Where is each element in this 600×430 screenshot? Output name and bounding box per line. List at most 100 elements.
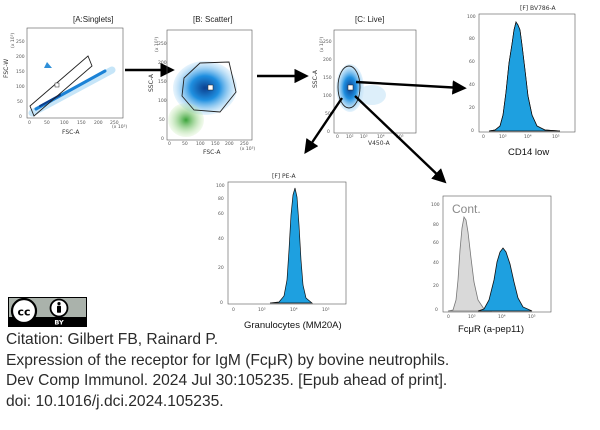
y-tick: 200 [16,54,25,60]
x-tick: 150 [211,141,220,147]
by-label: BY [54,319,64,327]
histogram-cd14 [488,21,561,132]
panel-pe-title: [F] PE-A [272,173,296,180]
y-tick: 0 [471,128,474,134]
axis-label-x: Granulocytes (MM20A) [244,320,342,331]
axis-label-x: FSC-A [62,129,80,136]
x-tick: 0 [168,141,171,147]
panel-singlets-title: [A:Singlets] [73,15,113,24]
gate-handle [54,82,60,88]
axis-unit-y: (x 10³) [319,37,325,52]
y-tick: 40 [433,260,439,266]
y-tick: 0 [19,114,22,120]
x-tick-labels: 0 10³ 10⁴ 10⁵ [482,134,560,140]
histogram-control [447,215,493,312]
x-tick-labels: 0 50 100 150 200 250 [168,141,249,147]
axis-label-x: V450-A [368,140,391,147]
gate-arrow [304,97,343,154]
y-tick: 20 [469,105,475,111]
x-tick: 10³ [499,134,507,140]
y-tick: 80 [218,196,224,202]
citation-authors: Citation: Gilbert FB, Rainard P. [6,331,219,348]
panel-pe: [F] PE-A Granulocytes (MM20A) 0 20 40 60… [216,173,347,331]
y-tick: 150 [16,69,25,75]
y-tick: 60 [433,240,439,246]
y-tick-labels: 0 50 100 150 200 250 [158,41,167,142]
x-tick: 200 [225,141,234,147]
axis-unit-x: (x 10³) [240,146,255,152]
plot-frame [26,27,124,119]
y-tick: 80 [469,36,475,42]
y-tick: 100 [216,183,225,189]
y-tick: 150 [323,75,332,81]
control-annotation: Cont. [452,202,481,216]
y-tick: 0 [327,129,330,135]
x-tick: 200 [94,120,103,126]
plot-frame [333,29,417,134]
y-tick: 250 [158,41,167,47]
citation-block: Citation: Gilbert FB, Rainard P. Express… [6,330,596,412]
event-cluster [44,62,52,68]
x-tick: 0 [482,134,485,140]
x-tick: 50 [182,141,188,147]
panel-bv786: [F] BV786-A CD14 low 0 20 40 60 80 100 0… [467,5,576,158]
y-tick-labels: 0 50 100 150 200 250 [16,39,25,120]
y-tick: 60 [218,211,224,217]
y-tick: 200 [158,60,167,66]
plot-frame [166,29,253,141]
y-tick: 100 [158,98,167,104]
y-tick: 50 [325,111,331,117]
x-tick-labels: 0 10³ 10⁴ 10⁵ [232,307,330,313]
y-tick: 20 [218,265,224,271]
y-tick: 100 [467,14,476,20]
y-tick: 40 [218,236,224,242]
y-tick: 0 [161,136,164,142]
plot-frame [442,195,552,313]
panel-singlets: [A:Singlets] FSC-W FSC-A (x 10³) (x 10³)… [3,15,127,136]
x-tick: 10³ [360,134,368,140]
scatter-gate [181,61,237,113]
panel-live: [C: Live] SSC-A V450-A (x 10³) 0 10² 10³… [312,15,417,147]
axis-unit-y: (x 10³) [154,37,160,52]
plot-frame [478,13,576,133]
citation-doi: doi: 10.1016/j.dci.2024.105235. [6,392,224,410]
event-density [173,61,237,115]
x-tick: 0 [336,134,339,140]
axis-label-x: FcμR (a-pep11) [458,324,524,335]
y-tick: 60 [469,59,475,65]
panel-fcmr: Cont. FcμR (a-pep11) 0 20 40 60 80 100 0… [431,195,552,335]
panel-bv786-title: [F] BV786-A [520,5,557,12]
y-tick: 0 [435,307,438,313]
x-tick: 10² [346,134,354,140]
x-tick: 0 [232,307,235,313]
panel-scatter: [B: Scatter] SSC-A FSC-A (x 10³) (x 10³)… [148,15,255,156]
y-tick: 40 [469,82,475,88]
y-tick: 20 [433,283,439,289]
x-tick: 10⁴ [290,307,298,313]
citation-journal: Dev Comp Immunol. 2024 Jul 30:105235. [E… [6,372,448,390]
x-tick-labels: 0 10³ 10⁴ 10⁵ [447,314,536,320]
live-gate [337,65,361,109]
y-tick: 100 [16,84,25,90]
y-tick: 100 [323,93,332,99]
axis-label-x: FSC-A [203,149,221,156]
histogram-fcmr [477,247,533,312]
histogram-outline [488,21,561,132]
y-tick-labels: 0 50 100 150 200 250 [323,39,332,135]
x-tick: 0 [28,120,31,126]
axis-label-x: CD14 low [508,147,549,158]
x-tick: 10⁵ [528,314,536,320]
axis-label-y: SSC-A [312,69,319,88]
x-tick: 10⁵ [396,134,404,140]
y-tick: 80 [433,222,439,228]
x-tick-labels: 0 50 100 150 200 250 [28,120,119,126]
x-tick-labels: 0 10² 10³ 10⁴ 10⁵ [336,134,404,140]
dead-cells-events [358,85,386,105]
cc-icon [10,297,38,325]
citation-title: Expression of the receptor for IgM (FcμR… [6,351,450,369]
cc-by-license-badge: cc BY [8,297,87,327]
panel-live-title: [C: Live] [355,15,384,24]
y-tick: 100 [431,202,440,208]
x-tick: 10⁵ [552,134,560,140]
y-tick-labels: 0 20 40 60 80 100 [431,202,440,313]
